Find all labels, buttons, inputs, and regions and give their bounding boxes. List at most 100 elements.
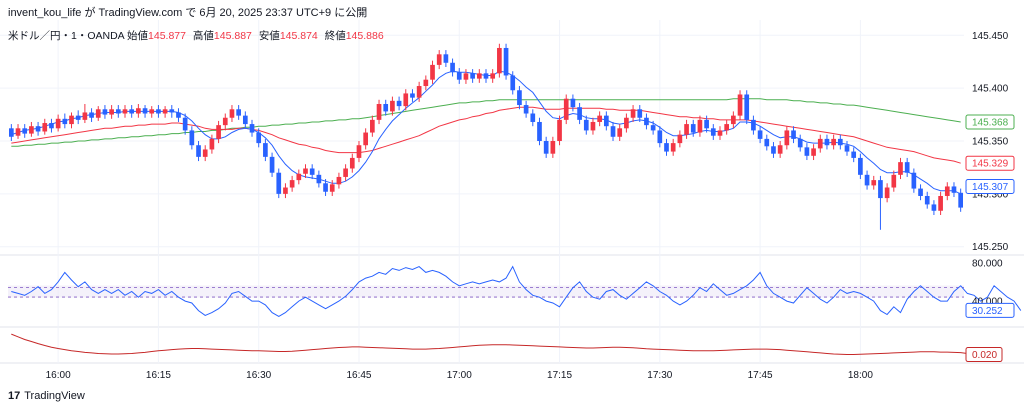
candle-body bbox=[617, 128, 623, 137]
candle-body bbox=[416, 86, 422, 98]
low-label: 安値 bbox=[258, 30, 280, 42]
candle-body bbox=[944, 186, 950, 196]
candle-body bbox=[202, 149, 208, 157]
candle-body bbox=[530, 113, 536, 122]
candle-body bbox=[644, 117, 649, 126]
candle-body bbox=[189, 130, 195, 146]
candle-body bbox=[109, 109, 114, 115]
rsi-line bbox=[11, 265, 1022, 317]
candle-body bbox=[550, 141, 556, 154]
rsi-badge-label: 30.252 bbox=[972, 306, 1003, 317]
candle-body bbox=[95, 109, 101, 118]
candle-body bbox=[349, 157, 355, 169]
candle-body bbox=[122, 109, 128, 114]
candle-body bbox=[677, 134, 683, 144]
candle-body bbox=[115, 109, 121, 114]
candle-body bbox=[169, 109, 175, 113]
candle-body bbox=[15, 128, 21, 136]
candle-body bbox=[256, 132, 262, 144]
candle-body bbox=[316, 174, 322, 184]
candle-body bbox=[303, 168, 308, 174]
close-label: 終値 bbox=[324, 30, 346, 42]
time-tick-label: 17:00 bbox=[447, 370, 472, 381]
candle-body bbox=[817, 138, 823, 149]
indicator2-line bbox=[11, 333, 988, 355]
price-badge-label: 145.307 bbox=[972, 182, 1009, 193]
candle-body bbox=[283, 187, 288, 194]
time-tick-label: 16:15 bbox=[146, 370, 171, 381]
candle-body bbox=[156, 109, 161, 114]
candle-body bbox=[222, 117, 228, 126]
candle-body bbox=[724, 124, 730, 131]
symbol-ohlc-legend: 米ドル／円・1・OANDA 始値145.877 高値145.887 安値145.… bbox=[8, 28, 388, 43]
candle-body bbox=[263, 143, 268, 157]
high-value: 145.887 bbox=[213, 30, 252, 42]
candle-body bbox=[537, 121, 542, 141]
tradingview-brand: TradingView bbox=[24, 390, 85, 402]
candle-body bbox=[851, 151, 857, 158]
candle-body bbox=[396, 100, 402, 107]
tradingview-footer[interactable]: 17 TradingView bbox=[8, 390, 85, 402]
candle-body bbox=[884, 187, 890, 199]
candle-body bbox=[89, 112, 94, 118]
ma-slow-line bbox=[11, 98, 961, 147]
candle-body bbox=[737, 94, 743, 116]
candle-body bbox=[176, 112, 181, 118]
candle-body bbox=[476, 73, 482, 79]
candle-body bbox=[29, 126, 34, 134]
rsi-pane bbox=[8, 265, 1022, 317]
candle-body bbox=[182, 117, 188, 131]
candle-body bbox=[456, 72, 462, 80]
candle-body bbox=[697, 119, 703, 133]
price-badge-label: 145.368 bbox=[972, 117, 1009, 128]
tradingview-logo-icon: 17 bbox=[8, 390, 21, 402]
candle-body bbox=[102, 109, 108, 115]
candle-body bbox=[336, 176, 342, 185]
candle-body bbox=[62, 118, 68, 125]
candle-body bbox=[811, 148, 816, 156]
candle-body bbox=[463, 73, 469, 80]
publish-caption: invent_kou_life が TradingView.com で 6月 2… bbox=[8, 7, 368, 19]
price-tick-label: 145.400 bbox=[972, 84, 1009, 95]
candle-body bbox=[162, 109, 168, 114]
candle-body bbox=[871, 180, 877, 186]
candle-body bbox=[717, 130, 723, 136]
candle-body bbox=[517, 90, 522, 106]
candle-body bbox=[383, 104, 389, 112]
price-axis: 145.450 145.400 145.350 145.300 145.250 145.3… bbox=[965, 31, 1015, 363]
candle-body bbox=[637, 109, 643, 118]
candle-body bbox=[931, 204, 937, 211]
candle-body bbox=[490, 73, 496, 79]
candle-body bbox=[497, 47, 502, 74]
candle-body bbox=[289, 180, 295, 188]
candle-body bbox=[236, 109, 241, 116]
candle-body bbox=[958, 192, 963, 208]
candle-body bbox=[797, 138, 803, 148]
time-axis: 16:00 16:15 16:30 16:45 17:00 17:15 17:30 17:45… bbox=[46, 370, 874, 381]
candle-body bbox=[664, 143, 669, 152]
candle-body bbox=[924, 195, 930, 205]
price-badge bbox=[965, 178, 1015, 194]
candle-body bbox=[142, 108, 148, 114]
time-tick-label: 16:30 bbox=[246, 370, 271, 381]
candle-body bbox=[370, 119, 375, 133]
candle-body bbox=[951, 186, 957, 193]
candle-body bbox=[510, 75, 516, 91]
candle-body bbox=[657, 130, 663, 144]
candle-body bbox=[791, 130, 796, 139]
candle-body bbox=[55, 118, 61, 129]
candle-body bbox=[590, 121, 596, 131]
candle-body bbox=[69, 115, 74, 125]
time-tick-label: 17:45 bbox=[748, 370, 773, 381]
time-tick-label: 16:45 bbox=[346, 370, 371, 381]
time-tick-label: 17:30 bbox=[647, 370, 672, 381]
price-tick-label: 145.450 bbox=[972, 31, 1009, 42]
candle-body bbox=[563, 98, 569, 120]
candle-body bbox=[410, 93, 415, 98]
symbol-name[interactable]: 米ドル／円・1・OANDA bbox=[8, 30, 125, 42]
candle-body bbox=[9, 128, 14, 137]
candle-body bbox=[858, 157, 863, 175]
grid-lines bbox=[0, 20, 1024, 364]
candle-body bbox=[470, 73, 475, 79]
